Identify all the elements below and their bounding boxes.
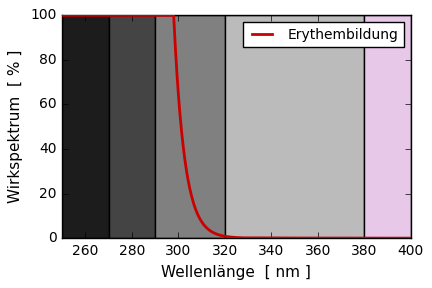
Erythembildung bbox=[193, 207, 198, 210]
Erythembildung bbox=[346, 236, 351, 240]
Erythembildung bbox=[123, 14, 128, 17]
Erythembildung bbox=[408, 236, 413, 240]
Line: Erythembildung: Erythembildung bbox=[62, 15, 410, 238]
Bar bbox=[62, 15, 109, 238]
Bar bbox=[225, 15, 364, 238]
Erythembildung bbox=[269, 236, 274, 240]
Bar bbox=[109, 15, 155, 238]
Y-axis label: Wirkspektrum  [ % ]: Wirkspektrum [ % ] bbox=[8, 50, 23, 203]
Erythembildung bbox=[320, 236, 325, 240]
Bar bbox=[364, 15, 410, 238]
Erythembildung bbox=[286, 236, 291, 240]
X-axis label: Wellenlänge  [ nm ]: Wellenlänge [ nm ] bbox=[162, 265, 311, 280]
Legend: Erythembildung: Erythembildung bbox=[243, 22, 403, 48]
Erythembildung bbox=[60, 14, 65, 17]
Bar bbox=[155, 15, 225, 238]
